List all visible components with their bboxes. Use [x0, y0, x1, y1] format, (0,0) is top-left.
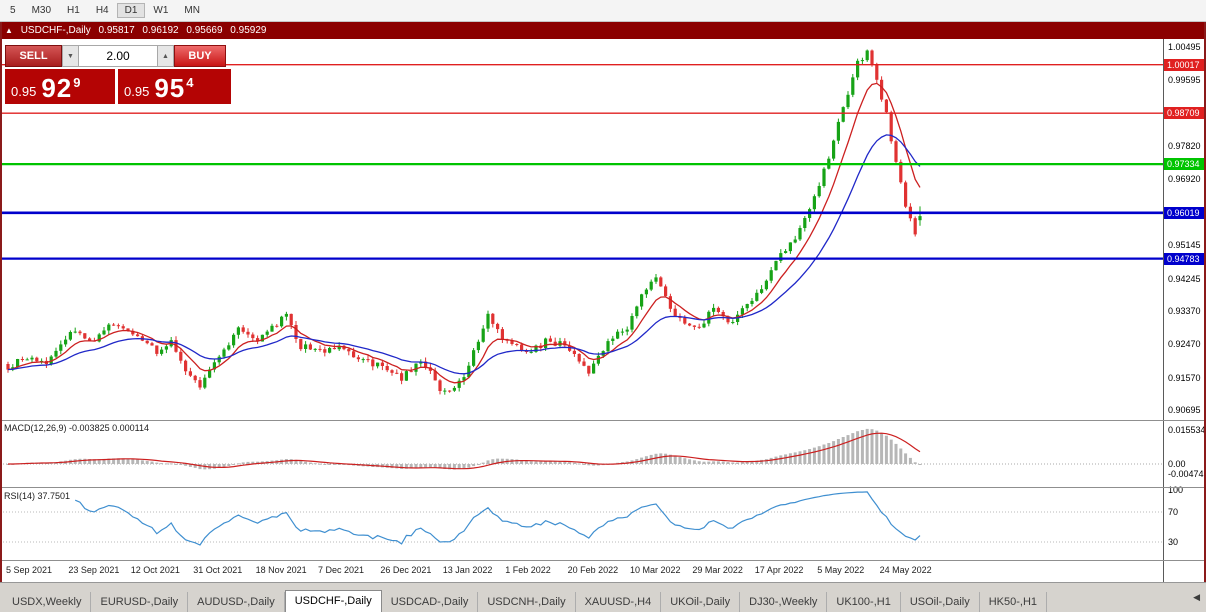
ask-price-pip: 4	[186, 75, 194, 90]
axis-tick: 0.92470	[1168, 339, 1201, 350]
axis-tick: 0.94245	[1168, 273, 1201, 284]
buy-button[interactable]: BUY	[174, 45, 226, 67]
timeframe-toolbar: 5 M30 H1 H4 D1 W1 MN	[0, 0, 1206, 22]
ohlc-high: 0.96192	[142, 25, 179, 36]
chart-tab-xauusd[interactable]: XAUUSD-,H4	[576, 592, 662, 612]
price-line-badge: 1.00017	[1164, 58, 1205, 71]
chart-tab-ukoil[interactable]: UKOil-,Daily	[661, 592, 741, 612]
axis-tick: 0.99595	[1168, 75, 1201, 86]
panel-divider[interactable]	[0, 560, 1204, 561]
chart-tab-bar: USDX,Weekly EURUSD-,Daily AUDUSD-,Daily USD…	[0, 582, 1206, 612]
ask-price-prefix: 0.95	[124, 84, 150, 99]
axis-tick: -0.00474	[1168, 469, 1204, 480]
chart-window-border	[1204, 22, 1206, 582]
date-label: 5 May 2022	[817, 565, 865, 575]
ask-price-big: 95	[154, 73, 186, 103]
axis-tick: 0.93370	[1168, 305, 1201, 316]
panel-divider[interactable]	[0, 420, 1204, 421]
price-line-badge: 0.97334	[1164, 158, 1205, 171]
macd-indicator-label: MACD(12,26,9) -0.003825 0.000114	[4, 423, 149, 433]
axis-tick: 0.91570	[1168, 372, 1201, 383]
chart-tab-usdcnh[interactable]: USDCNH-,Daily	[478, 592, 576, 612]
chart-tab-uk100[interactable]: UK100-,H1	[827, 592, 901, 612]
chart-tab-eurusd[interactable]: EURUSD-,Daily	[91, 592, 189, 612]
volume-decrease-icon: ▼	[67, 52, 74, 60]
axis-tick: 0.96920	[1168, 174, 1201, 185]
ohlc-low: 0.95669	[186, 25, 223, 36]
price-axis[interactable]: 1.00495 0.99595 0.97820 0.96920 0.95145 0.942…	[1163, 39, 1206, 582]
timeframe-button-m30[interactable]: M30	[31, 5, 52, 16]
bid-price-big: 92	[41, 73, 73, 103]
rsi-indicator-label: RSI(14) 37.7501	[4, 491, 71, 501]
date-label: 20 Feb 2022	[567, 565, 619, 575]
axis-tick: 0.97820	[1168, 141, 1201, 152]
bid-price-button[interactable]: 0.95 92 9	[5, 69, 115, 104]
chart-tab-usdcad[interactable]: USDCAD-,Daily	[382, 592, 479, 612]
price-line-badge: 0.96019	[1164, 206, 1205, 219]
macd-name: MACD(12,26,9)	[4, 423, 67, 433]
date-label: 29 Mar 2022	[692, 565, 743, 575]
date-label: 13 Jan 2022	[442, 565, 493, 575]
axis-tick: 70	[1168, 507, 1179, 517]
date-label: 12 Oct 2021	[130, 565, 180, 575]
chart-tab-dj30[interactable]: DJ30-,Weekly	[740, 592, 828, 612]
chart-window-border	[0, 22, 2, 582]
sell-button[interactable]: SELL	[5, 45, 62, 67]
tab-scroll-left-icon[interactable]: ◀	[1193, 592, 1200, 602]
timeframe-button-w1[interactable]: W1	[153, 5, 169, 16]
macd-panel-canvas[interactable]	[0, 421, 1163, 487]
axis-tick: 0.015534	[1168, 424, 1206, 435]
date-label: 5 Sep 2021	[6, 565, 53, 575]
date-label: 1 Feb 2022	[505, 565, 551, 575]
timeframe-button-h4[interactable]: H4	[95, 5, 109, 16]
ohlc-open: 0.95817	[98, 25, 135, 36]
chart-title-bar: ▲ USDCHF-,Daily 0.95817 0.96192 0.95669 …	[0, 22, 1206, 39]
panel-divider[interactable]	[0, 487, 1204, 488]
bid-price-prefix: 0.95	[11, 84, 37, 99]
axis-tick: 100	[1168, 484, 1184, 495]
date-label: 26 Dec 2021	[380, 565, 432, 575]
timeframe-button-mn[interactable]: MN	[184, 5, 200, 16]
ohlc-close: 0.95929	[230, 25, 267, 36]
date-label: 24 May 2022	[879, 565, 932, 575]
volume-input[interactable]	[79, 45, 157, 67]
axis-tick: 1.00495	[1168, 42, 1201, 52]
chart-tab-hk50[interactable]: HK50-,H1	[980, 592, 1048, 612]
date-label: 10 Mar 2022	[630, 565, 681, 575]
date-label: 31 Oct 2021	[193, 565, 243, 575]
volume-increase-button[interactable]: ▲	[157, 45, 174, 67]
chart-tab-audusd[interactable]: AUDUSD-,Daily	[188, 592, 285, 612]
timeframe-button-h1[interactable]: H1	[67, 5, 80, 16]
chart-tab-usdx[interactable]: USDX,Weekly	[3, 592, 92, 612]
rsi-panel-canvas[interactable]	[0, 489, 1163, 560]
ask-price-button[interactable]: 0.95 95 4	[118, 69, 231, 104]
chart-symbol-title: USDCHF-,Daily	[20, 25, 91, 36]
date-label: 23 Sep 2021	[68, 565, 120, 575]
timeframe-button-5[interactable]: 5	[10, 5, 16, 16]
axis-tick: 0.90695	[1168, 405, 1201, 415]
axis-tick: 30	[1168, 537, 1179, 547]
date-label: 7 Dec 2021	[318, 565, 365, 575]
price-chart-canvas[interactable]	[0, 39, 1163, 420]
bid-price-pip: 9	[73, 75, 81, 90]
macd-values: -0.003825 0.000114	[69, 423, 149, 433]
price-line-badge: 0.98709	[1164, 107, 1205, 120]
collapse-icon[interactable]: ▲	[5, 26, 13, 35]
chart-tab-usoil[interactable]: USOil-,Daily	[901, 592, 980, 612]
date-label: 18 Nov 2021	[255, 565, 307, 575]
volume-decrease-button[interactable]: ▼	[62, 45, 79, 67]
price-line-badge: 0.94783	[1164, 252, 1205, 265]
timeframe-button-d1[interactable]: D1	[116, 3, 146, 18]
time-axis[interactable]: 5 Sep 2021 23 Sep 2021 12 Oct 2021 31 Oct 2…	[0, 561, 1163, 581]
volume-increase-icon: ▲	[162, 52, 169, 60]
axis-tick: 0.00	[1168, 459, 1186, 469]
chart-tab-usdchf[interactable]: USDCHF-,Daily	[284, 590, 382, 612]
date-label: 17 Apr 2022	[754, 565, 804, 575]
one-click-trading-panel: SELL ▼ ▲ BUY 0.95 92 9 0.95 95 4	[5, 45, 231, 104]
axis-tick: 0.95145	[1168, 240, 1201, 251]
